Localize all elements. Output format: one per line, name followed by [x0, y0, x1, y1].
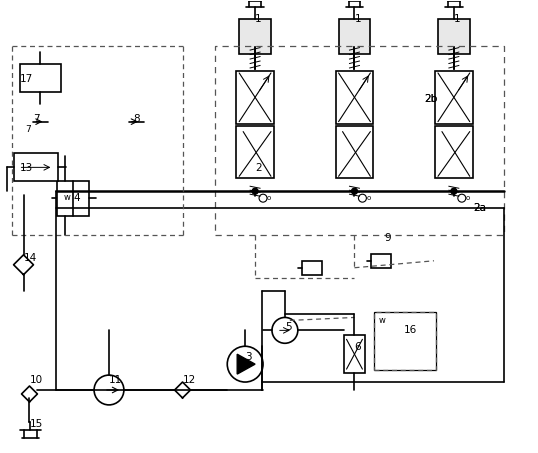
- Text: 12: 12: [182, 375, 196, 385]
- Text: 10: 10: [30, 375, 43, 385]
- Text: 8: 8: [133, 114, 139, 124]
- Text: 13: 13: [19, 164, 33, 173]
- Text: o: o: [267, 195, 271, 201]
- Text: 11: 11: [109, 375, 122, 385]
- Text: w: w: [64, 193, 70, 202]
- Bar: [336, 71, 373, 124]
- Text: 7: 7: [33, 114, 40, 124]
- Polygon shape: [237, 354, 255, 374]
- Bar: [371, 254, 391, 268]
- Text: 1: 1: [355, 14, 361, 24]
- Text: 1: 1: [255, 14, 261, 24]
- Bar: [239, 19, 271, 54]
- Circle shape: [252, 188, 258, 194]
- Text: 5: 5: [285, 323, 292, 333]
- Text: 2: 2: [255, 164, 261, 173]
- Bar: [338, 19, 370, 54]
- Text: 4: 4: [73, 193, 80, 203]
- Text: 2b: 2b: [424, 94, 437, 104]
- Text: 2a: 2a: [474, 203, 487, 213]
- Bar: [236, 125, 274, 178]
- Text: 17: 17: [19, 74, 33, 84]
- Bar: [374, 313, 436, 370]
- Text: o: o: [366, 195, 371, 201]
- Bar: [58, 181, 89, 216]
- Bar: [435, 71, 473, 124]
- Text: 14: 14: [24, 253, 37, 263]
- Text: 16: 16: [404, 325, 417, 335]
- Text: 6: 6: [355, 342, 361, 352]
- Text: 2b: 2b: [424, 94, 437, 104]
- Text: 9: 9: [384, 233, 391, 243]
- Bar: [336, 125, 373, 178]
- Text: 2a: 2a: [474, 203, 487, 213]
- Bar: [13, 154, 58, 181]
- Bar: [438, 19, 470, 54]
- Text: w: w: [379, 316, 386, 325]
- Bar: [344, 335, 365, 373]
- Bar: [302, 261, 322, 275]
- Text: 1: 1: [454, 14, 461, 24]
- Circle shape: [351, 188, 357, 194]
- Bar: [19, 64, 61, 92]
- Circle shape: [451, 188, 457, 194]
- Text: o: o: [466, 195, 470, 201]
- Text: 7: 7: [26, 125, 31, 134]
- Bar: [236, 71, 274, 124]
- Text: 3: 3: [245, 352, 252, 362]
- Bar: [435, 125, 473, 178]
- Text: 15: 15: [30, 419, 43, 429]
